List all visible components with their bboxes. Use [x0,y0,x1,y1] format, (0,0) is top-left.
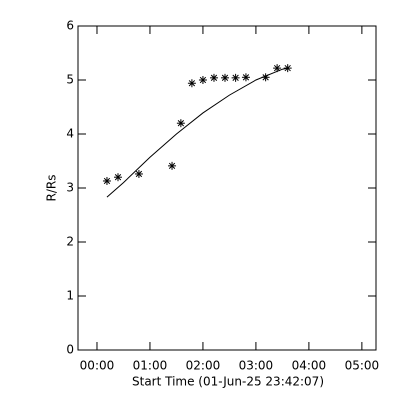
asterisk-marker [176,119,185,128]
asterisk-stroke [188,80,196,87]
asterisk-marker [134,169,143,178]
asterisk-marker [221,73,230,82]
asterisk-stroke [232,74,239,81]
x-axis-label: Start Time (01-Jun-25 23:42:07) [132,375,324,389]
asterisk-stroke [284,64,291,72]
y-tick-label: 2 [66,235,74,249]
asterisk-marker [241,73,250,82]
y-tick-label: 5 [66,73,74,87]
asterisk-stroke [135,170,143,178]
asterisk-stroke [103,177,111,185]
asterisk-marker [209,73,218,82]
asterisk-marker [102,176,111,185]
x-tick-label: 05:00 [345,359,380,373]
fit-line [106,67,288,198]
asterisk-marker [187,79,196,88]
asterisk-stroke [210,74,218,81]
asterisk-marker [231,73,240,82]
asterisk-stroke [242,74,250,81]
asterisk-marker [198,76,207,84]
asterisk-marker [113,173,122,182]
asterisk-marker [273,64,282,73]
asterisk-stroke [221,74,229,81]
asterisk-marker [168,161,177,170]
y-axis-label: R/Rs [45,175,59,202]
y-tick-label: 4 [66,127,74,141]
asterisk-stroke [114,174,122,181]
x-tick-label: 02:00 [186,359,221,373]
plot-frame [77,25,377,351]
y-tick-label: 6 [66,19,74,33]
asterisk-stroke [199,76,207,84]
y-tick-label: 0 [66,343,74,357]
asterisk-stroke [273,64,281,72]
asterisk-stroke [168,162,176,170]
y-tick-label: 3 [66,181,74,195]
x-tick-label: 04:00 [292,359,327,373]
x-tick-label: 00:00 [80,359,115,373]
x-tick-label: 01:00 [133,359,168,373]
x-tick-label: 03:00 [239,359,274,373]
asterisk-stroke [177,120,185,127]
y-tick-label: 1 [66,289,74,303]
